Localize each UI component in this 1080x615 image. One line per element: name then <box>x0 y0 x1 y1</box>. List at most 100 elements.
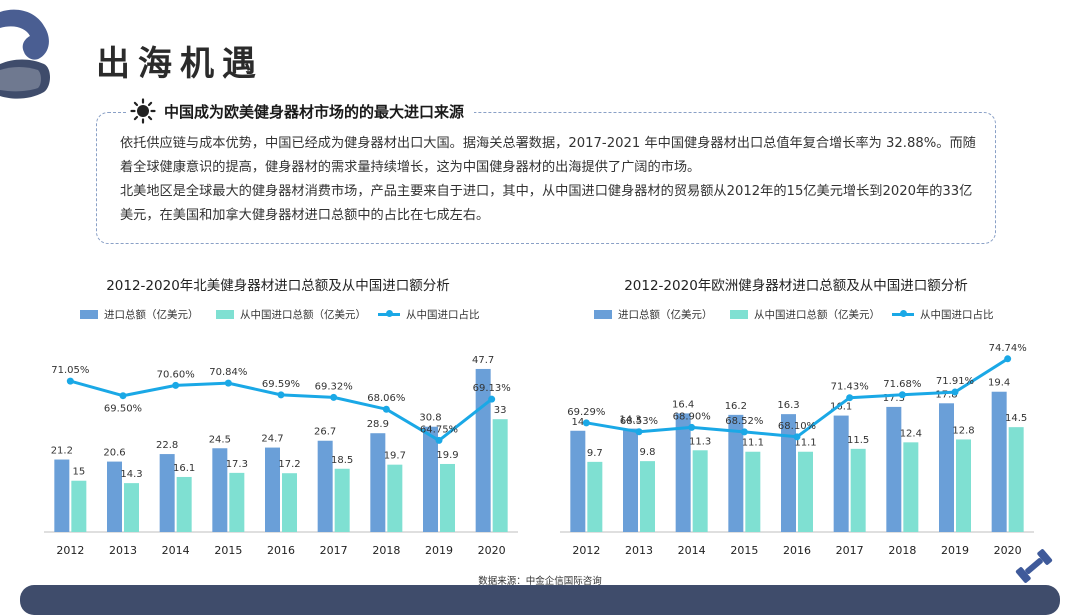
label-total-2018: 17.3 <box>883 393 905 404</box>
share-point-2017 <box>846 394 854 402</box>
label-total-2019: 17.8 <box>935 389 957 400</box>
label-total-2019: 30.8 <box>419 413 441 424</box>
bar-china-2020 <box>1008 427 1024 532</box>
north-america-chart: 21.2 15 2012 20.6 14.3 2013 22.8 16.1 2014 24.5 17… <box>44 355 518 557</box>
label-china-2017: 11.5 <box>847 435 869 446</box>
bar-china-2017 <box>850 448 866 532</box>
label-china-2014: 16.1 <box>173 463 195 474</box>
label-china-2013: 14.3 <box>120 469 142 480</box>
bar-total-2016 <box>781 414 796 532</box>
x-tick-2014: 2014 <box>162 544 190 557</box>
bar-china-2020 <box>492 419 508 532</box>
bar-total-2018 <box>886 406 902 532</box>
label-total-2016: 16.3 <box>777 400 799 411</box>
legend-swatch <box>80 310 98 319</box>
label-total-2016: 24.7 <box>261 434 283 445</box>
bar-china-2015 <box>229 472 245 532</box>
share-point-2018 <box>382 405 390 413</box>
label-share-2020: 69.13% <box>473 383 511 394</box>
bar-total-2016 <box>265 447 280 532</box>
label-china-2013: 9.8 <box>640 447 656 458</box>
bar-china-2017 <box>334 468 350 532</box>
label-china-2014: 11.3 <box>689 436 711 447</box>
x-tick-2013: 2013 <box>109 544 137 557</box>
legend-label: 从中国进口总额（亿美元） <box>240 309 366 321</box>
legend-label: 从中国进口总额（亿美元） <box>754 309 880 321</box>
label-share-2017: 71.43% <box>831 382 869 393</box>
share-point-2016 <box>277 391 285 399</box>
label-share-2019: 64.75% <box>420 424 458 435</box>
label-share-2013: 68.53% <box>620 416 658 427</box>
label-china-2012: 9.7 <box>587 448 603 459</box>
label-total-2017: 26.7 <box>314 427 336 438</box>
highlight-header: 中国成为欧美健身器材市场的的最大进口来源 <box>128 98 475 124</box>
label-china-2018: 19.7 <box>384 451 406 462</box>
legend-swatch <box>216 310 234 319</box>
label-total-2013: 20.6 <box>103 448 125 459</box>
share-point-2013 <box>635 428 643 436</box>
bar-total-2013 <box>107 461 122 532</box>
bar-total-2017 <box>833 415 849 532</box>
legend-swatch <box>730 310 748 319</box>
bar-total-2015 <box>212 448 228 532</box>
bar-china-2014 <box>692 450 708 532</box>
legend-eu-china: 从中国进口总额（亿美元） <box>730 307 880 322</box>
label-china-2015: 17.3 <box>226 459 248 470</box>
bar-total-2012 <box>54 459 70 532</box>
label-share-2014: 68.90% <box>673 411 711 422</box>
x-tick-2015: 2015 <box>730 544 758 557</box>
x-tick-2016: 2016 <box>783 544 811 557</box>
legend-line-swatch <box>892 310 914 317</box>
share-point-2020 <box>1004 355 1012 363</box>
bar-total-2014 <box>675 413 691 532</box>
label-china-2016: 11.1 <box>794 438 816 449</box>
x-tick-2019: 2019 <box>941 544 969 557</box>
bar-china-2013 <box>124 483 139 532</box>
flexed-arm-logo-icon <box>0 9 50 99</box>
share-point-2012 <box>582 419 590 427</box>
europe-chart: 14 9.7 2012 14.3 9.8 2013 16.4 11.3 2014 16.2 11.1… <box>560 343 1034 557</box>
chart-title-north-america: 2012-2020年北美健身器材进口总额及从中国进口额分析 <box>106 278 450 294</box>
x-tick-2020: 2020 <box>478 544 506 557</box>
legend-label: 进口总额（亿美元） <box>104 309 199 321</box>
legend-line-swatch <box>378 310 400 317</box>
page-title: 出海机遇 <box>96 44 264 84</box>
bar-china-2018 <box>387 464 403 532</box>
bar-total-2019 <box>939 403 954 532</box>
label-total-2017: 16.1 <box>830 402 852 413</box>
source-note: 数据来源：中金企信国际咨询 <box>478 576 602 587</box>
paragraph-2: 北美地区是全球最大的健身器材消费市场，产品主要来自于进口，其中，从中国进口健身器… <box>120 184 973 223</box>
bar-china-2012 <box>71 480 87 532</box>
label-china-2019: 19.9 <box>436 450 458 461</box>
share-point-2014 <box>688 423 696 431</box>
label-total-2014: 16.4 <box>672 399 694 410</box>
label-total-2020: 47.7 <box>472 355 494 366</box>
x-tick-2012: 2012 <box>56 544 84 557</box>
bar-china-2016 <box>282 473 297 532</box>
legend-na-china: 从中国进口总额（亿美元） <box>216 307 366 322</box>
label-share-2016: 69.59% <box>262 379 300 390</box>
share-point-2015 <box>224 379 232 387</box>
share-point-2017 <box>330 393 338 401</box>
label-total-2012: 14 <box>571 417 584 428</box>
bar-china-2014 <box>176 476 192 532</box>
chart-title-europe: 2012-2020年欧洲健身器材进口总额及从中国进口额分析 <box>624 278 968 294</box>
highlight-title: 中国成为欧美健身器材市场的的最大进口来源 <box>164 102 465 121</box>
label-total-2020: 19.4 <box>988 378 1010 389</box>
bar-total-2017 <box>317 440 333 532</box>
bar-china-2015 <box>745 451 761 532</box>
paragraph-1: 依托供应链与成本优势，中国已经成为健身器材出口大国。据海关总署数据，2017-2… <box>120 136 976 175</box>
label-share-2016: 68.10% <box>778 421 816 432</box>
footer-bar <box>20 585 1060 615</box>
share-point-2019 <box>951 388 959 396</box>
label-share-2013: 69.50% <box>104 404 142 415</box>
legend-swatch <box>594 310 612 319</box>
label-total-2018: 28.9 <box>367 419 389 430</box>
label-share-2018: 68.06% <box>367 393 405 404</box>
label-china-2016: 17.2 <box>278 459 300 470</box>
legend-na-share: 从中国进口占比 <box>378 307 480 322</box>
bar-china-2018 <box>903 442 919 532</box>
bar-china-2016 <box>798 451 813 532</box>
bar-total-2020 <box>991 391 1007 532</box>
share-point-2012 <box>66 377 74 385</box>
